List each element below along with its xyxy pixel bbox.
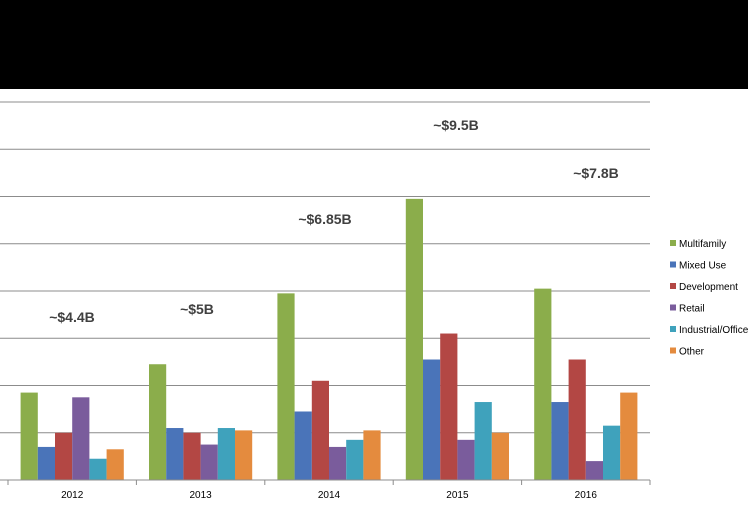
x-tick-label: 2016 [575, 490, 598, 501]
bar-industrial-office-2012 [89, 458, 107, 480]
bars [20, 198, 638, 481]
bar-multifamily-2013 [149, 364, 167, 480]
bar-industrial-office-2013 [217, 428, 235, 480]
bar-development-2013 [183, 432, 201, 480]
total-annotations: ~$4.4B ~$5B ~$6.85B ~$9.5B ~$7.8B [49, 117, 619, 325]
legend-label: Retail [679, 304, 705, 315]
total-annotation: ~$9.5B [433, 117, 479, 133]
bar-development-2015 [440, 333, 458, 480]
title-banner [0, 0, 748, 89]
bar-other-2015 [491, 432, 509, 480]
total-annotation: ~$4.4B [49, 309, 95, 325]
bar-industrial-office-2016 [603, 425, 621, 480]
total-annotation: ~$6.85B [298, 211, 351, 227]
bar-mixed-use-2012 [37, 446, 55, 480]
x-tick-label: 2014 [318, 490, 341, 501]
bar-mixed-use-2013 [166, 428, 184, 480]
legend-label: Mixed Use [679, 261, 727, 272]
bar-mixed-use-2015 [423, 359, 441, 480]
legend-swatch [670, 347, 676, 354]
bar-industrial-office-2014 [346, 439, 364, 480]
legend: Multifamily Mixed Use Development Retail Ind… [670, 239, 748, 358]
bar-multifamily-2016 [534, 288, 552, 480]
bar-other-2014 [363, 430, 381, 480]
bar-other-2012 [106, 449, 124, 480]
bar-other-2013 [235, 430, 253, 480]
legend-swatch [670, 261, 676, 268]
x-tick-label: 2015 [446, 490, 469, 501]
bar-retail-2015 [457, 439, 475, 480]
legend-label: Industrial/Office [679, 325, 748, 336]
bar-retail-2012 [72, 397, 90, 480]
legend-label: Development [679, 282, 738, 293]
x-axis: 2012 2013 2014 2015 2016 [0, 479, 651, 501]
bar-retail-2014 [329, 446, 347, 480]
bar-mixed-use-2016 [551, 402, 569, 480]
legend-swatch [670, 240, 676, 246]
bar-retail-2016 [585, 461, 603, 480]
bar-development-2016 [568, 359, 586, 480]
total-annotation: ~$5B [180, 301, 214, 317]
bar-multifamily-2015 [405, 198, 423, 481]
bar-other-2016 [620, 392, 638, 480]
bar-multifamily-2014 [277, 293, 295, 480]
bar-retail-2013 [200, 444, 218, 480]
legend-swatch [670, 326, 676, 332]
x-tick-label: 2012 [61, 490, 84, 501]
bar-development-2014 [311, 380, 329, 480]
legend-swatch [670, 304, 676, 311]
legend-label: Other [679, 347, 705, 358]
total-annotation: ~$7.8B [573, 165, 619, 181]
bar-mixed-use-2014 [294, 411, 312, 480]
legend-swatch [670, 283, 676, 289]
legend-label: Multifamily [679, 239, 726, 250]
bar-industrial-office-2015 [474, 402, 492, 480]
x-tick-label: 2013 [189, 490, 212, 501]
bar-multifamily-2012 [20, 392, 38, 480]
bar-development-2012 [55, 432, 73, 480]
